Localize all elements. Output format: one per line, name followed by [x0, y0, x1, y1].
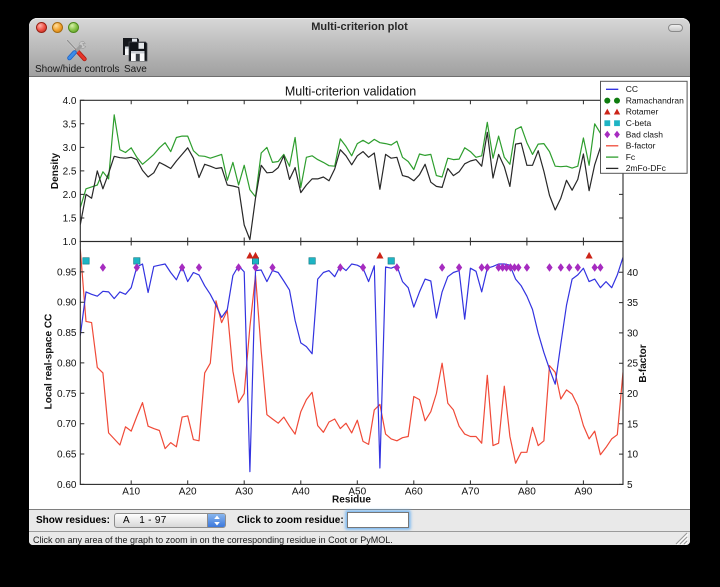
svg-text:1.5: 1.5 [63, 214, 77, 225]
svg-text:3.0: 3.0 [63, 143, 77, 154]
svg-text:A80: A80 [518, 487, 536, 498]
svg-text:0.75: 0.75 [57, 389, 77, 400]
svg-text:A40: A40 [292, 487, 310, 498]
svg-text:10: 10 [627, 450, 639, 461]
svg-text:B-factor: B-factor [638, 344, 649, 382]
svg-text:B-factor: B-factor [626, 141, 656, 151]
svg-text:CC: CC [626, 84, 638, 94]
svg-text:0.65: 0.65 [57, 450, 77, 461]
svg-text:2.5: 2.5 [63, 166, 77, 177]
svg-text:A70: A70 [462, 487, 480, 498]
svg-text:15: 15 [627, 419, 639, 430]
svg-text:20: 20 [627, 389, 639, 400]
svg-text:A90: A90 [575, 487, 593, 498]
svg-text:5: 5 [627, 480, 633, 491]
svg-text:A20: A20 [179, 487, 197, 498]
svg-text:Multi-criterion validation: Multi-criterion validation [285, 85, 416, 99]
svg-text:A50: A50 [348, 487, 366, 498]
svg-text:0.85: 0.85 [57, 328, 77, 339]
svg-text:A10: A10 [122, 487, 140, 498]
svg-text:Rotamer: Rotamer [626, 107, 659, 117]
svg-text:2mFo-DFc: 2mFo-DFc [626, 163, 667, 173]
svg-text:C-beta: C-beta [626, 118, 652, 128]
svg-text:Fc: Fc [626, 152, 636, 162]
svg-text:Residue: Residue [332, 495, 371, 506]
svg-text:2.0: 2.0 [63, 190, 77, 201]
svg-text:30: 30 [627, 328, 639, 339]
svg-text:Density: Density [50, 153, 61, 190]
svg-text:1.0: 1.0 [63, 237, 77, 248]
svg-text:3.5: 3.5 [63, 119, 77, 130]
svg-text:35: 35 [627, 298, 639, 309]
svg-text:40: 40 [627, 268, 639, 279]
svg-text:0.70: 0.70 [57, 419, 77, 430]
svg-text:Ramachandran: Ramachandran [626, 95, 684, 105]
svg-text:4.0: 4.0 [63, 96, 77, 107]
svg-text:0.90: 0.90 [57, 298, 77, 309]
svg-text:0.95: 0.95 [57, 267, 77, 278]
svg-text:Bad clash: Bad clash [626, 129, 664, 139]
svg-text:Local real-space CC: Local real-space CC [43, 314, 54, 410]
svg-text:A60: A60 [405, 487, 423, 498]
svg-text:0.80: 0.80 [57, 359, 77, 370]
svg-text:25: 25 [627, 359, 639, 370]
svg-text:0.60: 0.60 [57, 480, 77, 491]
svg-text:A30: A30 [235, 487, 253, 498]
